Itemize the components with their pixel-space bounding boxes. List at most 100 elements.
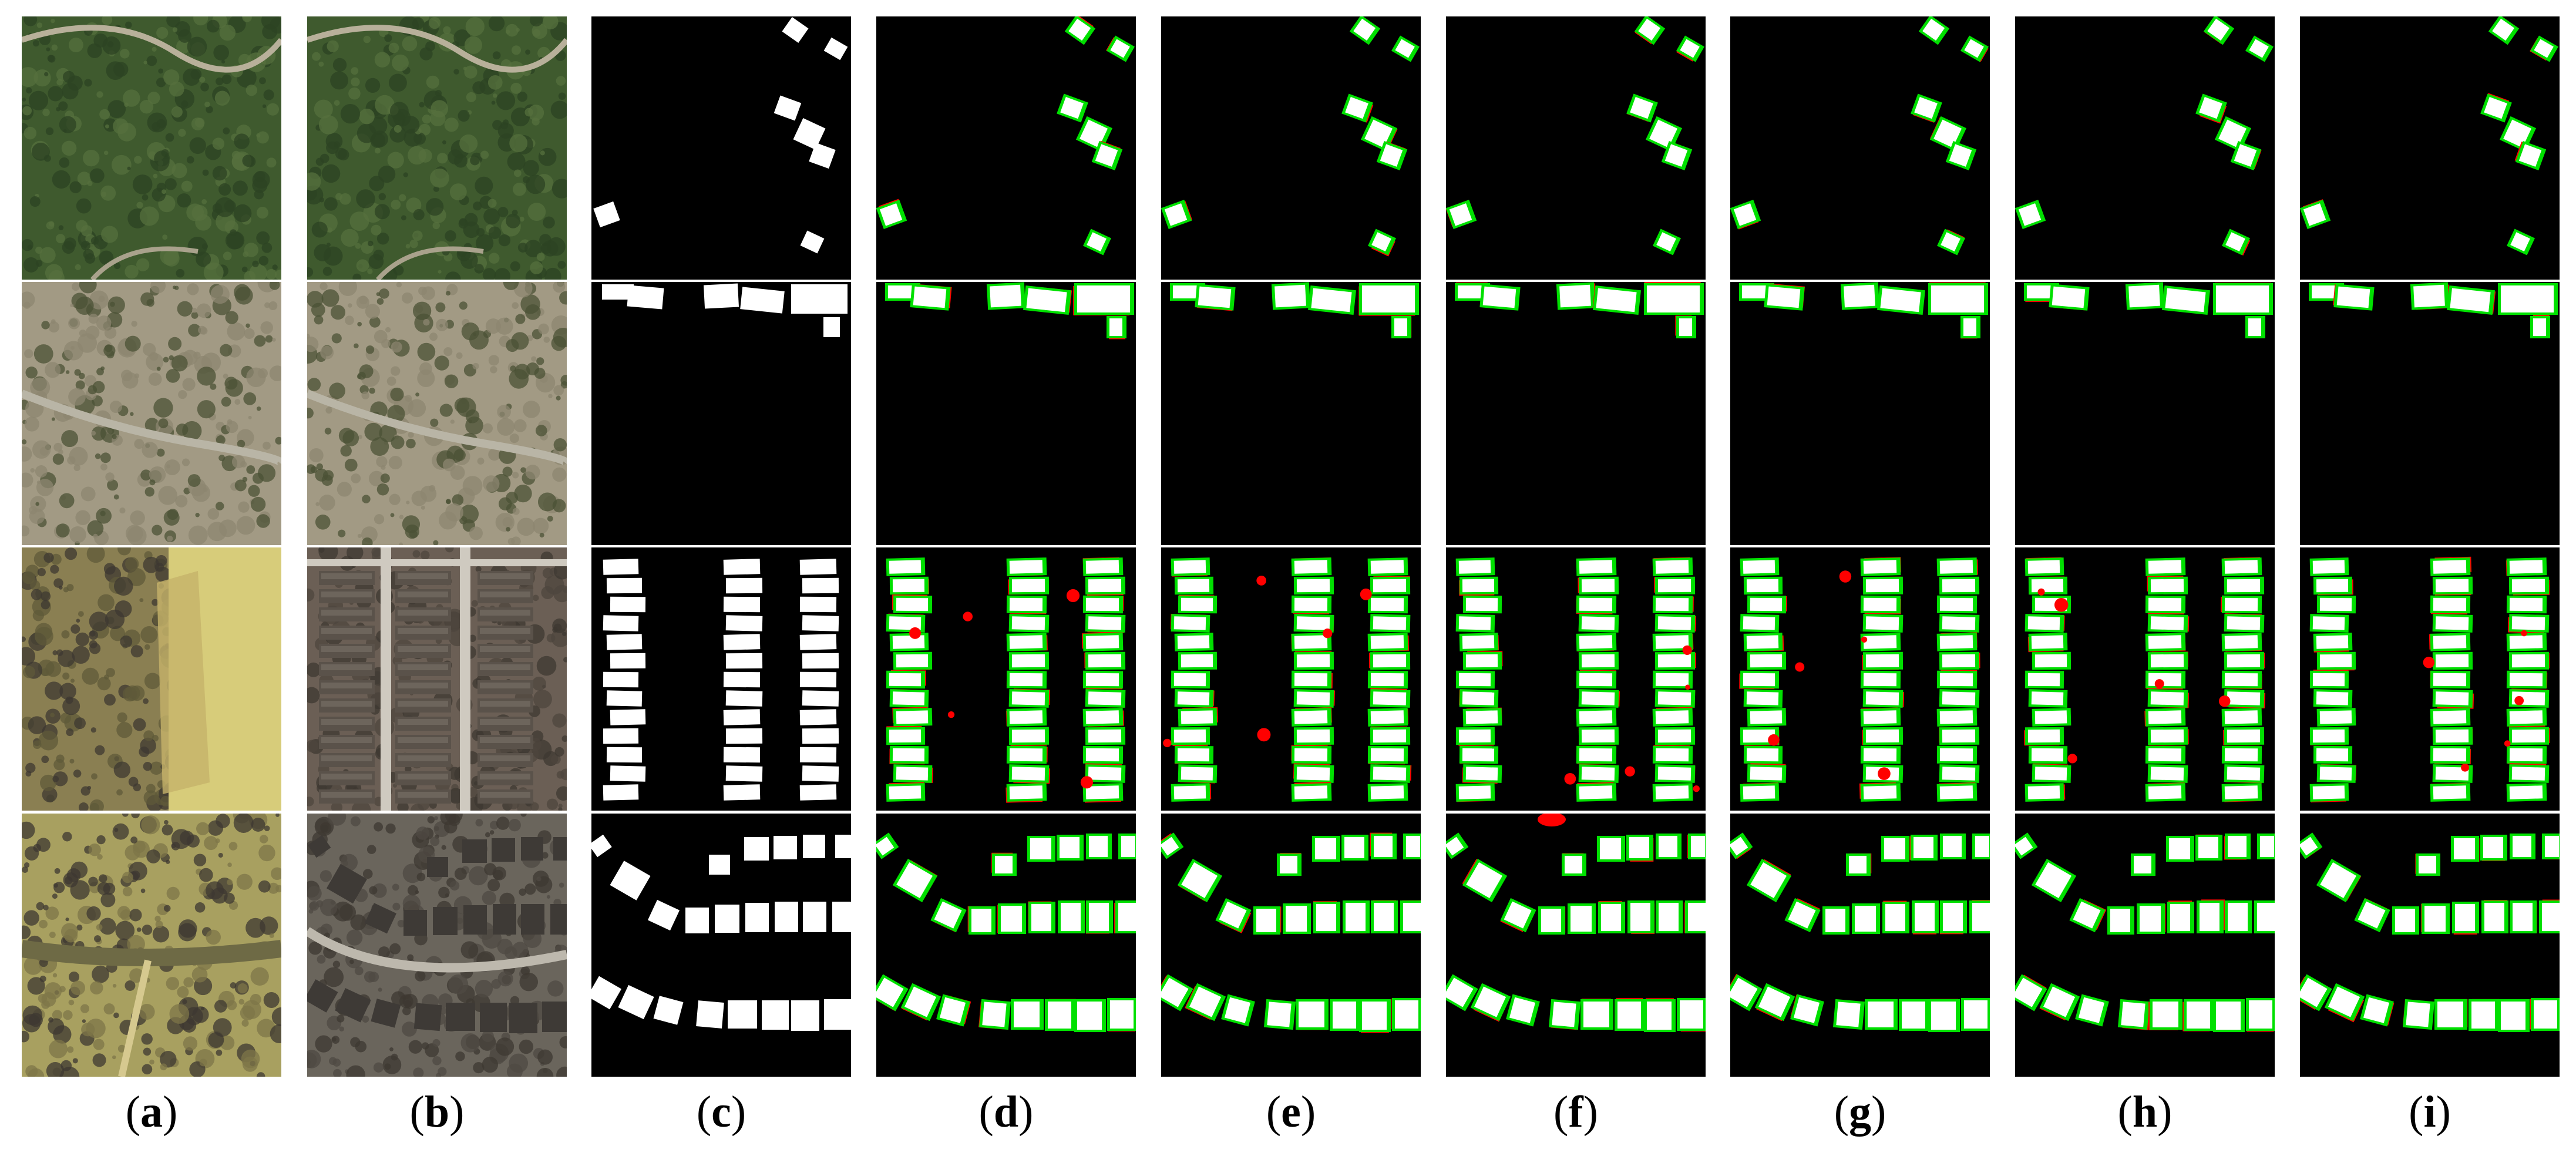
result-tile-f-row-1	[1446, 16, 1706, 280]
image-t2-tile-b-row-2	[307, 282, 567, 545]
change-mask-d-3	[876, 547, 1136, 811]
change-mask-f-1	[1446, 16, 1706, 280]
column-label-letter: i	[2423, 1087, 2436, 1137]
image-t1-tile-a-row-4	[22, 814, 281, 1077]
column-b	[307, 16, 567, 1077]
change-mask-e-4	[1161, 814, 1421, 1077]
column-label-letter: a	[140, 1087, 163, 1137]
change-mask-c-3	[591, 547, 851, 811]
change-mask-h-3	[2015, 547, 2275, 811]
result-tile-f-row-2	[1446, 282, 1706, 545]
change-mask-g-1	[1730, 16, 1990, 280]
result-tile-g-row-3	[1730, 547, 1990, 811]
ground-truth-tile-c-row-2	[591, 282, 851, 545]
ground-truth-tile-c-row-4	[591, 814, 851, 1077]
result-tile-h-row-2	[2015, 282, 2275, 545]
change-mask-f-3	[1446, 547, 1706, 811]
column-label-letter: g	[1849, 1087, 1871, 1137]
result-tile-i-row-3	[2300, 547, 2560, 811]
column-label-f: (f)	[1553, 1087, 1598, 1137]
aerial-image-a-2	[22, 282, 281, 545]
change-mask-e-3	[1161, 547, 1421, 811]
change-mask-e-1	[1161, 16, 1421, 280]
image-t1-tile-a-row-2	[22, 282, 281, 545]
result-tile-f-row-4	[1446, 814, 1706, 1077]
result-tile-h-row-1	[2015, 16, 2275, 280]
image-t2-tile-b-row-1	[307, 16, 567, 280]
result-tile-e-row-3	[1161, 547, 1421, 811]
result-tile-i-row-4	[2300, 814, 2560, 1077]
result-tile-h-row-4	[2015, 814, 2275, 1077]
aerial-image-a-4	[22, 814, 281, 1077]
column-f	[1446, 16, 1706, 1077]
change-mask-g-3	[1730, 547, 1990, 811]
change-mask-d-4	[876, 814, 1136, 1077]
column-label-g: (g)	[1834, 1087, 1886, 1137]
column-label-letter: h	[2132, 1087, 2158, 1137]
column-label-letter: b	[424, 1087, 450, 1137]
change-mask-h-4	[2015, 814, 2275, 1077]
result-tile-h-row-3	[2015, 547, 2275, 811]
result-tile-i-row-2	[2300, 282, 2560, 545]
image-t2-tile-b-row-3	[307, 547, 567, 811]
aerial-image-a-1	[22, 16, 281, 280]
change-mask-c-4	[591, 814, 851, 1077]
column-label-a: (a)	[125, 1087, 178, 1137]
column-e	[1161, 16, 1421, 1077]
change-mask-c-1	[591, 16, 851, 280]
result-tile-e-row-2	[1161, 282, 1421, 545]
column-label-letter: f	[1568, 1087, 1583, 1137]
aerial-image-b-1	[307, 16, 567, 280]
ground-truth-tile-c-row-3	[591, 547, 851, 811]
aerial-image-b-2	[307, 282, 567, 545]
column-label-d: (d)	[978, 1087, 1034, 1137]
change-mask-g-4	[1730, 814, 1990, 1077]
result-tile-d-row-3	[876, 547, 1136, 811]
result-tile-g-row-4	[1730, 814, 1990, 1077]
change-mask-e-2	[1161, 282, 1421, 545]
column-label-i: (i)	[2409, 1087, 2451, 1137]
column-a	[22, 16, 281, 1077]
column-label-e: (e)	[1266, 1087, 1316, 1137]
result-tile-d-row-4	[876, 814, 1136, 1077]
aerial-image-a-3	[22, 547, 281, 811]
change-mask-d-1	[876, 16, 1136, 280]
column-i	[2300, 16, 2560, 1077]
result-tile-g-row-2	[1730, 282, 1990, 545]
ground-truth-tile-c-row-1	[591, 16, 851, 280]
change-mask-d-2	[876, 282, 1136, 545]
column-c	[591, 16, 851, 1077]
image-t1-tile-a-row-1	[22, 16, 281, 280]
result-tile-i-row-1	[2300, 16, 2560, 280]
result-tile-f-row-3	[1446, 547, 1706, 811]
column-label-c: (c)	[696, 1087, 746, 1137]
change-mask-f-2	[1446, 282, 1706, 545]
change-mask-g-2	[1730, 282, 1990, 545]
change-mask-c-2	[591, 282, 851, 545]
aerial-image-b-4	[307, 814, 567, 1077]
image-t1-tile-a-row-3	[22, 547, 281, 811]
change-mask-h-2	[2015, 282, 2275, 545]
result-tile-d-row-1	[876, 16, 1136, 280]
result-tile-e-row-4	[1161, 814, 1421, 1077]
change-mask-f-4	[1446, 814, 1706, 1077]
change-mask-i-1	[2300, 16, 2560, 280]
change-mask-i-2	[2300, 282, 2560, 545]
column-label-b: (b)	[409, 1087, 465, 1137]
image-t2-tile-b-row-4	[307, 814, 567, 1077]
result-tile-e-row-1	[1161, 16, 1421, 280]
change-mask-i-3	[2300, 547, 2560, 811]
column-d	[876, 16, 1136, 1077]
column-label-letter: c	[711, 1087, 731, 1137]
column-label-h: (h)	[2117, 1087, 2173, 1137]
aerial-image-b-3	[307, 547, 567, 811]
result-tile-d-row-2	[876, 282, 1136, 545]
change-mask-i-4	[2300, 814, 2560, 1077]
column-h	[2015, 16, 2275, 1077]
result-tile-g-row-1	[1730, 16, 1990, 280]
column-label-letter: d	[993, 1087, 1019, 1137]
column-g	[1730, 16, 1990, 1077]
column-label-letter: e	[1281, 1087, 1301, 1137]
change-mask-h-1	[2015, 16, 2275, 280]
